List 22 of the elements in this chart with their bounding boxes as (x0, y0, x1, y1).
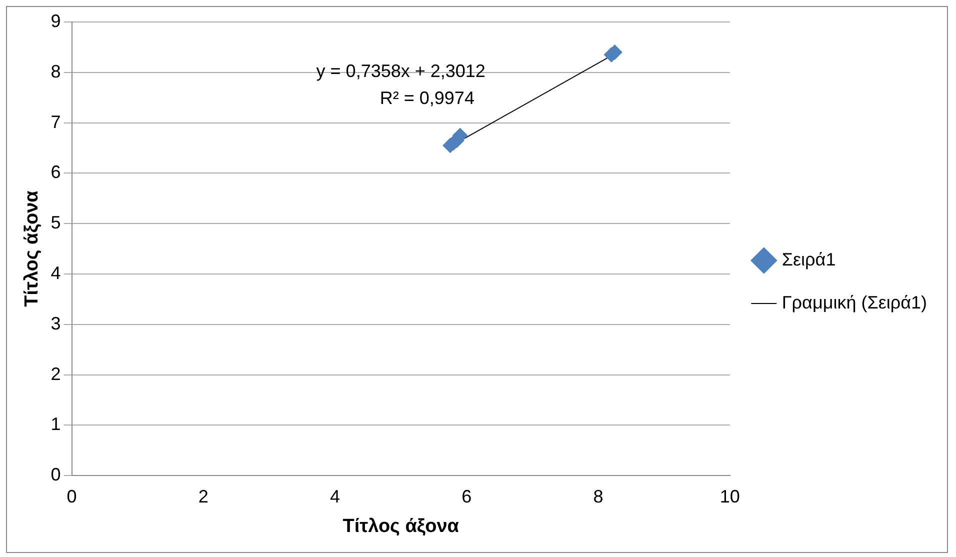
legend-label: Σειρά1 (782, 249, 836, 270)
y-tick-label: 9 (50, 10, 61, 31)
legend-label: Γραμμική (Σειρά1) (782, 292, 927, 312)
x-tick-label: 0 (66, 486, 77, 506)
x-tick-label: 10 (720, 486, 740, 506)
y-tick-label: 7 (50, 112, 61, 132)
y-tick-label: 6 (50, 162, 61, 182)
y-axis-title: Τίτλος άξονα (22, 190, 43, 307)
y-tick-label: 1 (50, 414, 61, 434)
y-tick-label: 4 (50, 262, 61, 283)
y-tick-label: 3 (50, 313, 61, 334)
x-tick-label: 8 (593, 486, 604, 506)
annotation: R² = 0,9974 (380, 88, 474, 108)
x-tick-label: 2 (198, 486, 208, 506)
y-tick-label: 5 (50, 212, 61, 233)
y-tick-label: 0 (50, 464, 61, 485)
y-tick-label: 8 (50, 61, 61, 82)
annotation: y = 0,7358x + 2,3012 (316, 60, 486, 81)
y-tick-label: 2 (50, 364, 61, 384)
x-tick-label: 6 (462, 486, 472, 506)
x-tick-label: 4 (330, 486, 340, 506)
x-axis-title: Τίτλος άξονα (342, 516, 460, 537)
